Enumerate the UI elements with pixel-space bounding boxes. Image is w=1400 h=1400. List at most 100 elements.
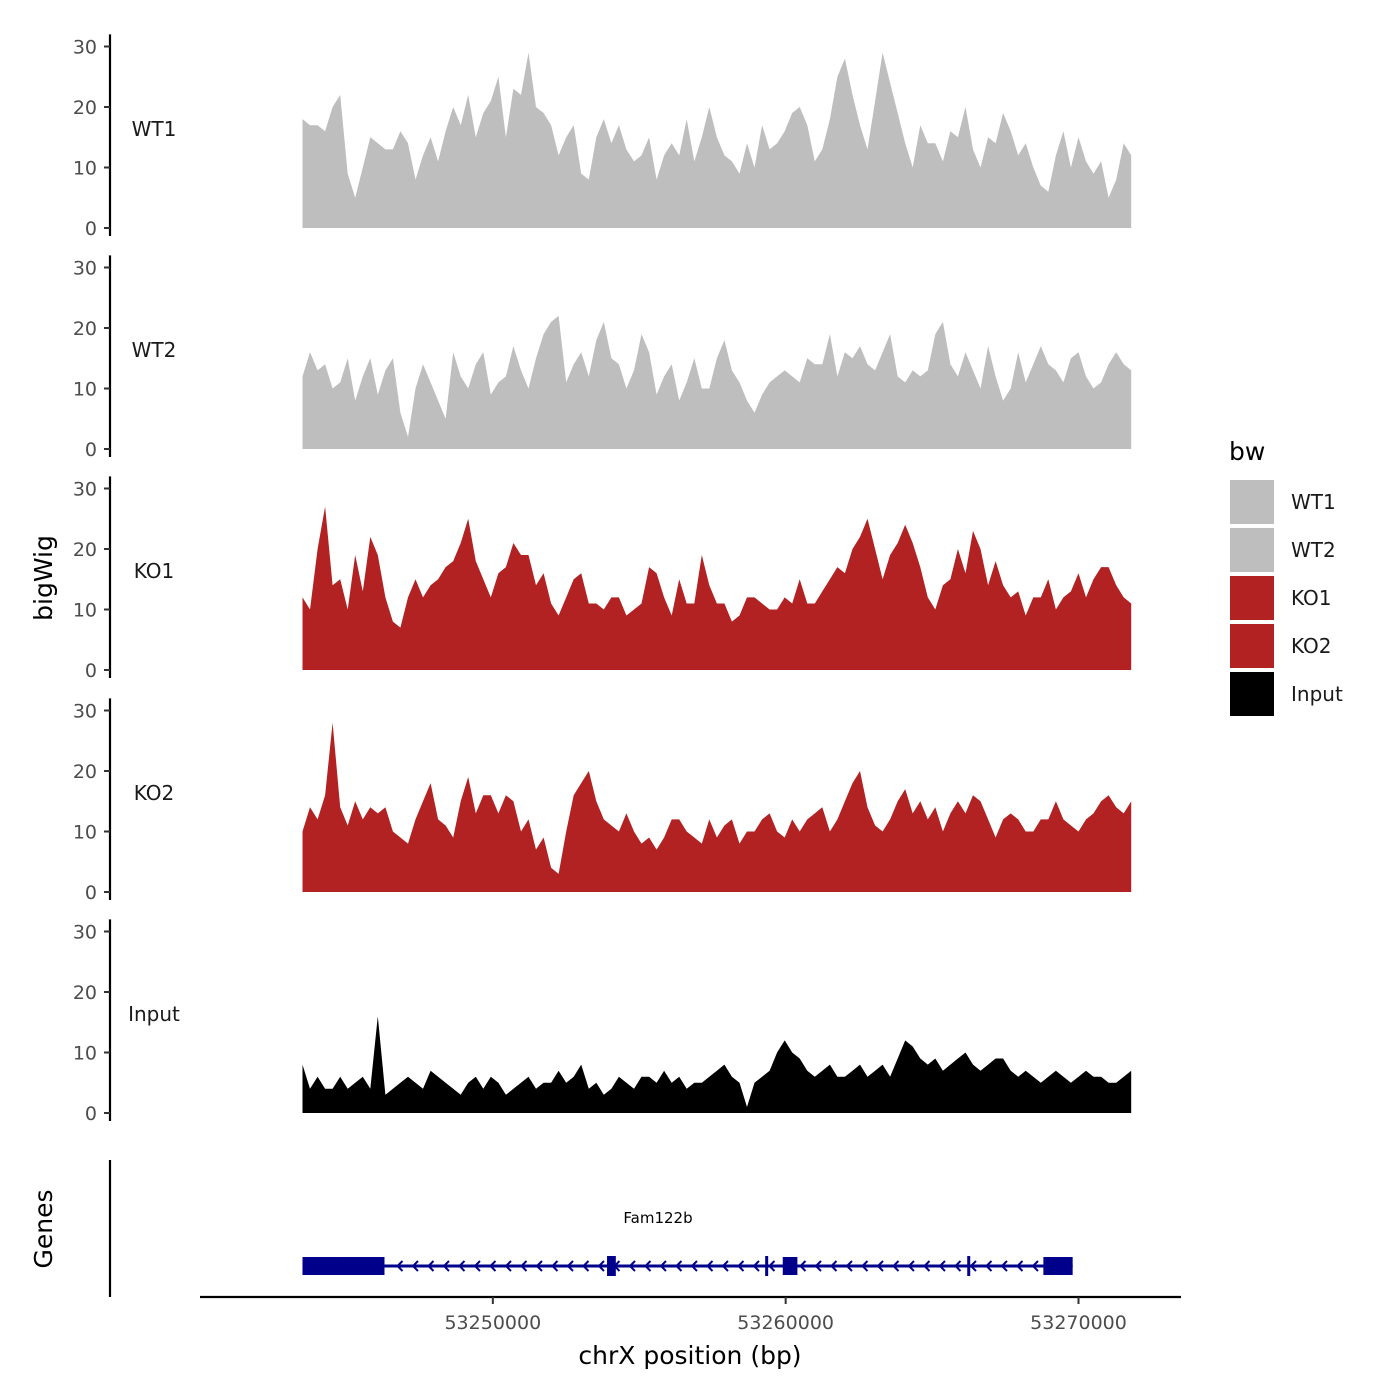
strand-arrow bbox=[907, 1260, 915, 1272]
strand-arrow bbox=[442, 1260, 450, 1272]
legend-swatch-input bbox=[1230, 672, 1274, 716]
exon bbox=[302, 1257, 344, 1275]
y-tick-label: 10 bbox=[73, 379, 97, 401]
strand-arrow bbox=[520, 1260, 528, 1272]
strand-arrow bbox=[628, 1260, 636, 1272]
y-tick-label: 20 bbox=[73, 982, 97, 1004]
strand-arrow bbox=[969, 1260, 977, 1272]
strand-arrow bbox=[845, 1260, 853, 1272]
strand-arrow bbox=[659, 1260, 667, 1272]
strand-arrow bbox=[458, 1260, 466, 1272]
track-label-ko1: KO1 bbox=[134, 559, 175, 583]
bigwig-tracks: 0 10 20 30 WT1 0 10 20 30 WT2 0 10 20 30 KO1 0 10 20 30 KO2… bbox=[73, 34, 1132, 1125]
strand-arrow bbox=[768, 1260, 776, 1272]
strand-arrow bbox=[644, 1260, 652, 1272]
strand-arrow bbox=[737, 1260, 745, 1272]
track-label-wt2: WT2 bbox=[132, 338, 177, 362]
track-wt2: 0 10 20 30 WT2 bbox=[73, 255, 1132, 461]
strand-arrow bbox=[985, 1260, 993, 1272]
y-tick-label: 10 bbox=[73, 600, 97, 622]
legend-swatch-ko1 bbox=[1230, 576, 1274, 620]
legend-swatch-wt2 bbox=[1230, 528, 1274, 572]
y-tick-label: 30 bbox=[73, 479, 97, 501]
area-wt1 bbox=[302, 52, 1132, 228]
legend-label-input: Input bbox=[1291, 682, 1343, 706]
area-ko1 bbox=[302, 506, 1132, 670]
area-wt2 bbox=[302, 315, 1132, 449]
strand-arrow bbox=[861, 1260, 869, 1272]
strand-arrow bbox=[830, 1260, 838, 1272]
strand-arrow bbox=[876, 1260, 884, 1272]
strand-arrow bbox=[489, 1260, 497, 1272]
strand-arrow bbox=[814, 1260, 822, 1272]
y-tick-label: 30 bbox=[73, 701, 97, 723]
strand-arrow bbox=[721, 1260, 729, 1272]
x-axis-title: chrX position (bp) bbox=[578, 1341, 801, 1370]
strand-arrow bbox=[582, 1260, 590, 1272]
track-label-input: Input bbox=[128, 1002, 180, 1026]
y-tick-label: 0 bbox=[85, 439, 97, 461]
strand-arrow bbox=[504, 1260, 512, 1272]
exon bbox=[967, 1256, 971, 1276]
legend-swatch-wt1 bbox=[1230, 480, 1274, 524]
strand-arrow bbox=[938, 1260, 946, 1272]
legend-swatch-ko2 bbox=[1230, 624, 1274, 668]
strand-arrow bbox=[396, 1260, 404, 1272]
exon bbox=[782, 1257, 798, 1275]
exon bbox=[1043, 1257, 1073, 1275]
y-tick-label: 30 bbox=[73, 37, 97, 59]
track-ko1: 0 10 20 30 KO1 bbox=[73, 476, 1132, 682]
legend-label-ko1: KO1 bbox=[1291, 586, 1332, 610]
exon bbox=[343, 1257, 385, 1275]
y-tick-label: 10 bbox=[73, 822, 97, 844]
strand-arrow bbox=[892, 1260, 900, 1272]
strand-arrow bbox=[551, 1260, 559, 1272]
strand-arrow bbox=[690, 1260, 698, 1272]
exon bbox=[607, 1256, 616, 1276]
strand-arrow bbox=[675, 1260, 683, 1272]
strand-arrow bbox=[473, 1260, 481, 1272]
area-input bbox=[302, 1016, 1132, 1113]
y-tick-label: 10 bbox=[73, 1043, 97, 1065]
legend: bw WT1 WT2 KO1 KO2 Input bbox=[1229, 437, 1343, 716]
exon bbox=[765, 1256, 769, 1276]
y-tick-label: 10 bbox=[73, 158, 97, 180]
strand-arrow bbox=[1031, 1260, 1039, 1272]
legend-label-wt2: WT2 bbox=[1291, 538, 1336, 562]
x-tick-label: 53250000 bbox=[444, 1312, 541, 1334]
y-tick-label: 20 bbox=[73, 97, 97, 119]
strand-arrow bbox=[706, 1260, 714, 1272]
legend-label-wt1: WT1 bbox=[1291, 490, 1336, 514]
track-label-wt1: WT1 bbox=[132, 117, 177, 141]
track-label-ko2: KO2 bbox=[134, 781, 175, 805]
strand-arrow bbox=[752, 1260, 760, 1272]
legend-label-ko2: KO2 bbox=[1291, 634, 1332, 658]
area-ko2 bbox=[302, 722, 1132, 892]
y-tick-label: 20 bbox=[73, 539, 97, 561]
genes-axis-title: Genes bbox=[29, 1189, 58, 1268]
strand-arrow bbox=[799, 1260, 807, 1272]
y-axis-title: bigWig bbox=[29, 535, 58, 621]
y-tick-label: 30 bbox=[73, 922, 97, 944]
gene-track: Fam122b bbox=[108, 1160, 1073, 1297]
strand-arrow bbox=[923, 1260, 931, 1272]
strand-arrow bbox=[411, 1260, 419, 1272]
y-tick-label: 0 bbox=[85, 660, 97, 682]
x-axis: 53250000 53260000 53270000 bbox=[200, 1295, 1181, 1334]
strand-arrow bbox=[597, 1260, 605, 1272]
x-tick-label: 53270000 bbox=[1030, 1312, 1127, 1334]
y-tick-label: 0 bbox=[85, 882, 97, 904]
y-tick-label: 20 bbox=[73, 761, 97, 783]
x-tick-label: 53260000 bbox=[737, 1312, 834, 1334]
y-tick-label: 30 bbox=[73, 258, 97, 280]
track-ko2: 0 10 20 30 KO2 bbox=[73, 698, 1132, 904]
strand-arrow bbox=[954, 1260, 962, 1272]
y-tick-label: 0 bbox=[85, 1103, 97, 1125]
strand-arrow bbox=[427, 1260, 435, 1272]
strand-arrow bbox=[1016, 1260, 1024, 1272]
track-input: 0 10 20 30 Input bbox=[73, 919, 1132, 1125]
strand-arrow bbox=[566, 1260, 574, 1272]
y-tick-label: 0 bbox=[85, 218, 97, 240]
legend-title: bw bbox=[1229, 437, 1265, 466]
